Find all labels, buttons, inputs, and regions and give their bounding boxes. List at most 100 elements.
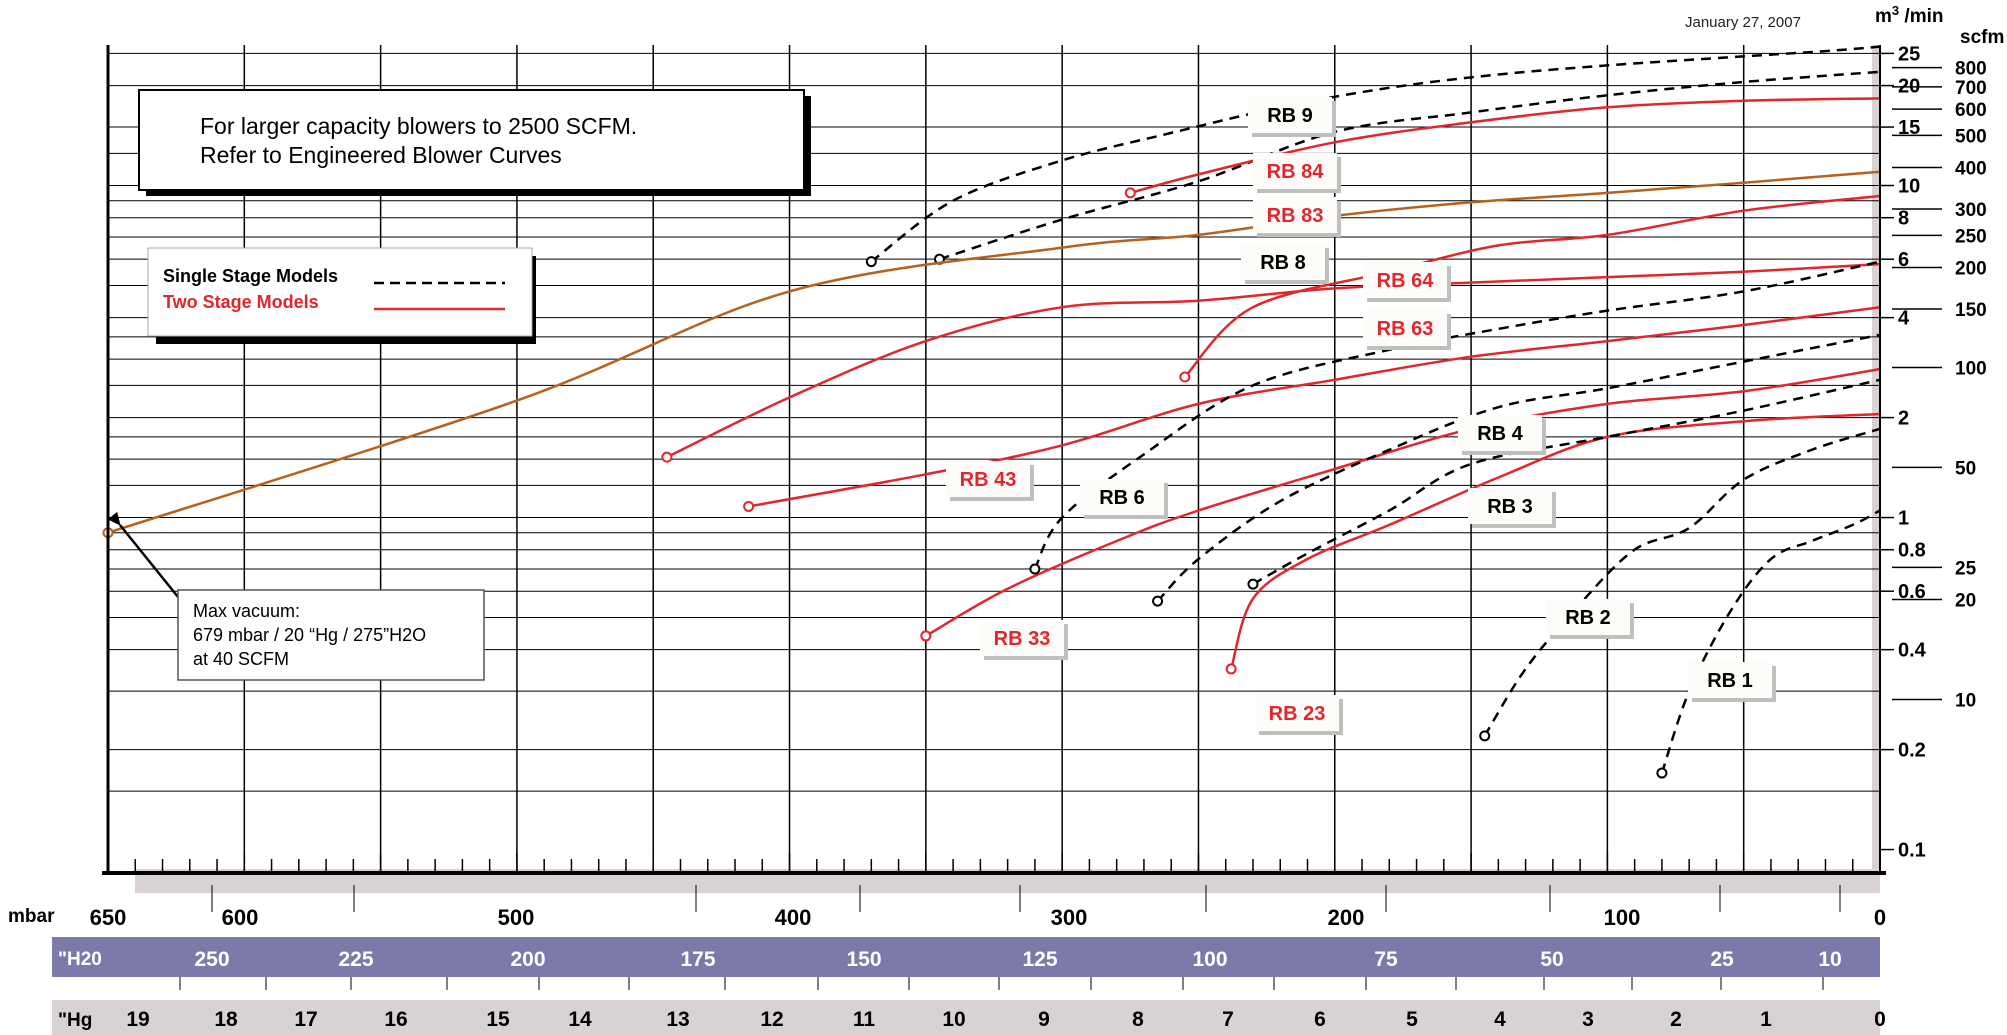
legend-single-label: Single Stage Models [163,266,338,286]
hg-axis-band [52,1000,1880,1035]
h2o-axis-band [52,937,1880,977]
scfm-axis-unit: scfm [1960,27,2004,48]
h2o-tick-label: 10 [1818,948,1841,971]
series-label-box-rb-6: RB 6 [1080,479,1168,519]
scfm-tick-label: 150 [1955,300,1987,321]
series-label-box-rb-8: RB 8 [1241,244,1329,284]
scfm-tick-label: 10 [1955,690,1976,711]
series-line-rb-8 [939,70,1881,261]
scfm-tick-label: 100 [1955,358,1987,379]
scfm-tick-label: 50 [1955,458,1976,479]
h2o-tick-label: 200 [510,948,545,971]
series-line-rb-1 [1660,509,1881,774]
series-start-point-rb-23 [1225,663,1237,675]
series-label-rb-63: RB 63 [1377,318,1434,340]
m3min-tick-label: 6 [1898,249,1909,271]
series-start-point-rb-33 [920,630,932,642]
h2o-tick-label: 125 [1022,948,1057,971]
mbar-tick-label: 300 [1051,905,1088,930]
hg-tick-label: 19 [126,1008,149,1031]
scfm-tick-label: 200 [1955,259,1987,280]
hg-tick-label: 6 [1314,1008,1326,1031]
series-label-box-rb-3: RB 3 [1468,488,1556,528]
m3min-tick-label: 0.2 [1898,740,1926,762]
h2o-tick-label: 100 [1192,948,1227,971]
series-start-point-rb-43 [743,500,755,512]
bottom-axes-layer: mbar 650 600 500 400 300 200 100 0"H20 250 225 200 1… [8,885,1886,1035]
mbar-tick-label: 600 [222,905,259,930]
series-label-box-rb-23: RB 23 [1255,695,1343,735]
right-gray-band [1872,45,1880,871]
m3min-tick-label: 0.8 [1898,540,1926,562]
h2o-tick-label: 250 [194,948,229,971]
scfm-tick-label: 300 [1955,200,1987,221]
mbar-tick-label: 0 [1874,905,1886,930]
annotation-line-2: 679 mbar / 20 “Hg / 275”H2O [193,625,426,645]
mbar-tick-label: 200 [1328,905,1365,930]
h2o-tick-label: 150 [846,948,881,971]
series-start-point-rb-4 [1152,595,1164,607]
mbar-tick-label: 500 [498,905,535,930]
series-label-rb-83: RB 83 [1267,205,1324,227]
series-label-rb-43: RB 43 [960,469,1017,491]
note-line-1: For larger capacity blowers to 2500 SCFM… [200,113,637,139]
series-start-point-rb-2 [1479,730,1491,742]
series-line-rb-2 [1483,427,1881,737]
hg-tick-label: 2 [1670,1008,1682,1031]
date-label: January 27, 2007 [1685,14,1801,31]
series-label-rb-23: RB 23 [1269,703,1326,725]
scfm-tick-label: 600 [1955,100,1987,121]
series-line-rb-3 [1252,378,1881,586]
hg-tick-label: 18 [214,1008,238,1031]
scfm-tick-label: 20 [1955,591,1976,612]
series-line-rb-83 [107,170,1881,534]
series-label-rb-64: RB 64 [1377,270,1435,292]
hg-tick-label: 16 [384,1008,407,1031]
scfm-tick-label: 250 [1955,226,1987,247]
series-label-rb-4: RB 4 [1477,423,1523,445]
m3min-tick-label: 10 [1898,176,1920,198]
hg-tick-label: 8 [1132,1008,1144,1031]
series-label-rb-9: RB 9 [1267,105,1313,127]
m3min-tick-label: 0.4 [1898,640,1927,662]
mbar-axis-unit: mbar [8,906,55,927]
hg-tick-label: 7 [1222,1008,1234,1031]
h2o-tick-label: 175 [680,948,715,971]
series-line-rb-33 [925,367,1881,637]
series-label-box-rb-63: RB 63 [1363,310,1451,350]
series-start-point-rb-6 [1029,563,1041,575]
annotation-line-1: Max vacuum: [193,601,300,621]
legend: Single Stage Models Two Stage Models [147,247,536,344]
series-start-point-rb-3 [1247,578,1259,590]
series-label-box-rb-1: RB 1 [1688,662,1776,702]
series-label-rb-1: RB 1 [1707,670,1753,692]
series-label-rb-8: RB 8 [1260,252,1306,274]
hg-tick-label: 12 [760,1008,783,1031]
h2o-tick-label: 50 [1540,948,1563,971]
series-label-box-rb-33: RB 33 [980,620,1068,660]
h2o-tick-label: 225 [338,948,373,971]
annotation-line-3: at 40 SCFM [193,649,289,669]
mbar-tick-label: 100 [1604,905,1641,930]
hg-tick-label: 15 [486,1008,510,1031]
m3min-tick-label: 0.6 [1898,581,1926,603]
m3min-axis-unit: m3 /min [1875,3,1943,27]
series-line-rb-9 [870,45,1881,263]
series-label-rb-2: RB 2 [1565,607,1611,629]
series-line-rb-63 [666,262,1881,459]
series-line-rb-64 [1183,194,1881,378]
m3min-tick-label: 2 [1898,408,1909,430]
series-label-rb-84: RB 84 [1267,161,1325,183]
h2o-axis-unit: "H20 [58,949,102,970]
note-line-2: Refer to Engineered Blower Curves [200,142,562,168]
note-box: For larger capacity blowers to 2500 SCFM… [138,89,811,196]
mbar-tick-label: 650 [90,905,127,930]
hg-tick-label: 3 [1582,1008,1594,1031]
series-line-rb-84 [1129,97,1881,195]
hg-tick-label: 17 [294,1008,317,1031]
hg-axis-unit: "Hg [58,1010,92,1031]
series-label-rb-6: RB 6 [1099,487,1145,509]
hg-tick-label: 4 [1494,1008,1506,1031]
m3min-tick-label: 8 [1898,208,1909,230]
